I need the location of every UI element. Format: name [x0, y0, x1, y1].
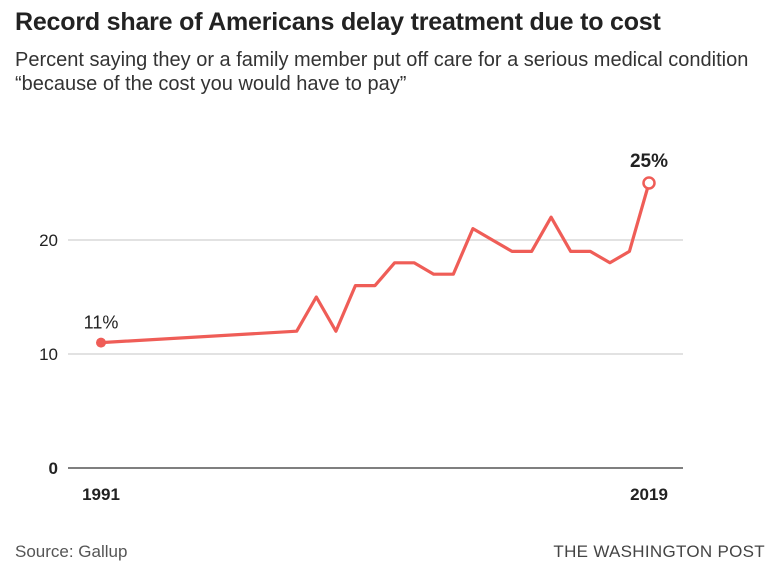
source-note: Source: Gallup	[15, 542, 128, 561]
y-tick-label-10: 10	[39, 345, 58, 364]
end-point	[642, 176, 656, 190]
y-tick-label-0: 0	[49, 459, 58, 478]
start-point	[96, 337, 106, 348]
chart-title: Record share of Americans delay treatmen…	[15, 8, 661, 36]
x-tick-label-1991: 1991	[82, 485, 120, 504]
data-label-1991: 11%	[84, 313, 119, 333]
y-tick-label-20: 20	[39, 231, 58, 250]
x-tick-label-2019: 2019	[630, 485, 668, 504]
series-line	[99, 181, 651, 345]
publisher-credit: THE WASHINGTON POST	[553, 542, 765, 561]
data-label-2019: 25%	[630, 151, 668, 172]
chart-subtitle: Percent saying they or a family member p…	[15, 49, 749, 95]
